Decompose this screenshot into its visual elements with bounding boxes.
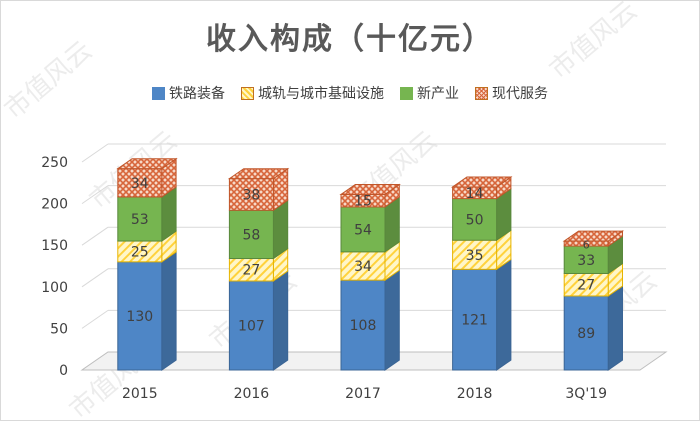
bar-segment-0-2 [117,186,177,242]
bar-segment-4-2 [563,235,623,275]
y-tick-label-0: 0 [59,363,68,379]
bar-segment-1-0 [228,270,289,371]
data-label-1-3: 38 [242,187,260,203]
bar-segment-1-3 [227,167,290,212]
bar-segment-3-0 [452,258,512,371]
gridline-side-2 [81,268,109,288]
gridline-side-5 [81,143,109,163]
bar-front-0-3 [117,168,163,198]
bar-front-1-2 [228,209,274,260]
data-label-3-0: 121 [461,313,488,329]
axes: 0 50 100 150 200 250 2015 2016 2017 2018 3Q'19 [41,155,607,402]
legend-swatch-0 [152,86,165,100]
bar-side-3-0 [496,258,512,371]
bar-segment-3-3 [450,176,513,200]
data-label-2-3: 15 [354,194,372,210]
gridline-side-4 [81,185,109,205]
bar-top-4 [562,230,625,242]
data-label-0-3: 34 [131,176,149,192]
y-tick-label-2: 100 [41,280,68,296]
bar-segment-2-3 [339,183,401,208]
bar-top-0 [116,158,178,170]
x-tick-label-2: 2017 [345,386,381,402]
x-tick-label-3: 2018 [457,386,493,402]
bar-front-4-0 [563,295,609,371]
y-tick-label-1: 50 [50,321,68,337]
bar-front-0-2 [117,196,163,242]
data-label-2-2: 54 [354,222,372,238]
bar-segment-4-1 [563,262,623,297]
data-label-3-1: 35 [466,248,484,264]
data-label-0-2: 53 [131,212,149,228]
bar-segment-4-3 [562,230,625,247]
gridline-side-3 [81,226,109,246]
bar-front-2-1 [340,251,386,281]
x-tick-label-1: 2016 [234,386,270,402]
legend: 铁路装备 城轨与城市基础设施 新产业 现代服务 [0,83,700,103]
legend-item-1: 城轨与城市基础设施 [241,83,384,103]
data-label-4-2: 33 [577,253,595,269]
bar-front-3-1 [452,239,498,270]
legend-label-3: 现代服务 [492,86,548,102]
bar-side-4-0 [607,285,623,371]
legend-label-0: 铁路装备 [169,86,225,102]
data-label-1-2: 58 [242,227,260,243]
legend-swatch-2 [400,86,413,100]
bar-segment-3-2 [452,187,512,242]
data-label-3-2: 50 [466,212,484,228]
bar-front-1-0 [228,280,274,371]
data-label-4-0: 89 [577,326,595,342]
bar-segment-3-1 [452,229,512,271]
x-tick-label-4: 3Q'19 [565,386,607,402]
gridline-side-1 [81,309,109,329]
bar-segment-0-0 [117,250,177,371]
bar-segment-4-0 [563,285,623,371]
data-label-2-1: 34 [354,259,372,275]
legend-item-3: 现代服务 [475,83,548,103]
bar-top-2 [339,184,401,195]
legend-label-2: 新产业 [417,86,459,102]
bar-side-0-0 [161,250,177,371]
chart-title: 收入构成（十亿元） [206,22,494,57]
y-tick-label-3: 150 [41,238,68,254]
data-label-3-3: 14 [466,186,484,202]
bar-segment-1-1 [228,247,289,282]
bar-segment-0-3 [116,157,178,198]
y-tick-label-4: 200 [41,197,68,213]
bar-front-2-2 [340,206,386,253]
x-tick-label-0: 2015 [122,386,158,402]
data-label-4-3: 6 [583,239,590,252]
legend-label-1: 城轨与城市基础设施 [258,86,384,102]
bar-top-3 [450,176,513,188]
bar-segment-2-1 [340,241,400,282]
legend-swatch-1 [241,86,254,100]
data-label-2-0: 108 [350,318,377,334]
bar-segment-1-2 [228,199,289,260]
bar-front-3-0 [452,268,498,371]
bar-segment-2-2 [340,196,400,253]
y-tick-label-5: 250 [41,155,68,171]
data-label-0-1: 25 [131,244,149,260]
data-label-1-1: 27 [242,263,260,279]
legend-item-2: 新产业 [400,83,459,103]
bar-side-2-0 [384,269,400,371]
bar-top-1 [227,168,290,180]
bar-side-1-0 [272,270,289,371]
data-label-0-0: 130 [126,309,153,325]
bar-segment-2-0 [340,269,400,371]
data-label-4-1: 27 [577,278,595,294]
legend-item-0: 铁路装备 [152,83,225,103]
bars: 130 25 53 34 107 27 58 38 108 34 54 15 121 35 50 14 89 27… [116,157,625,371]
data-label-1-0: 107 [238,318,265,334]
legend-swatch-3 [475,86,488,100]
